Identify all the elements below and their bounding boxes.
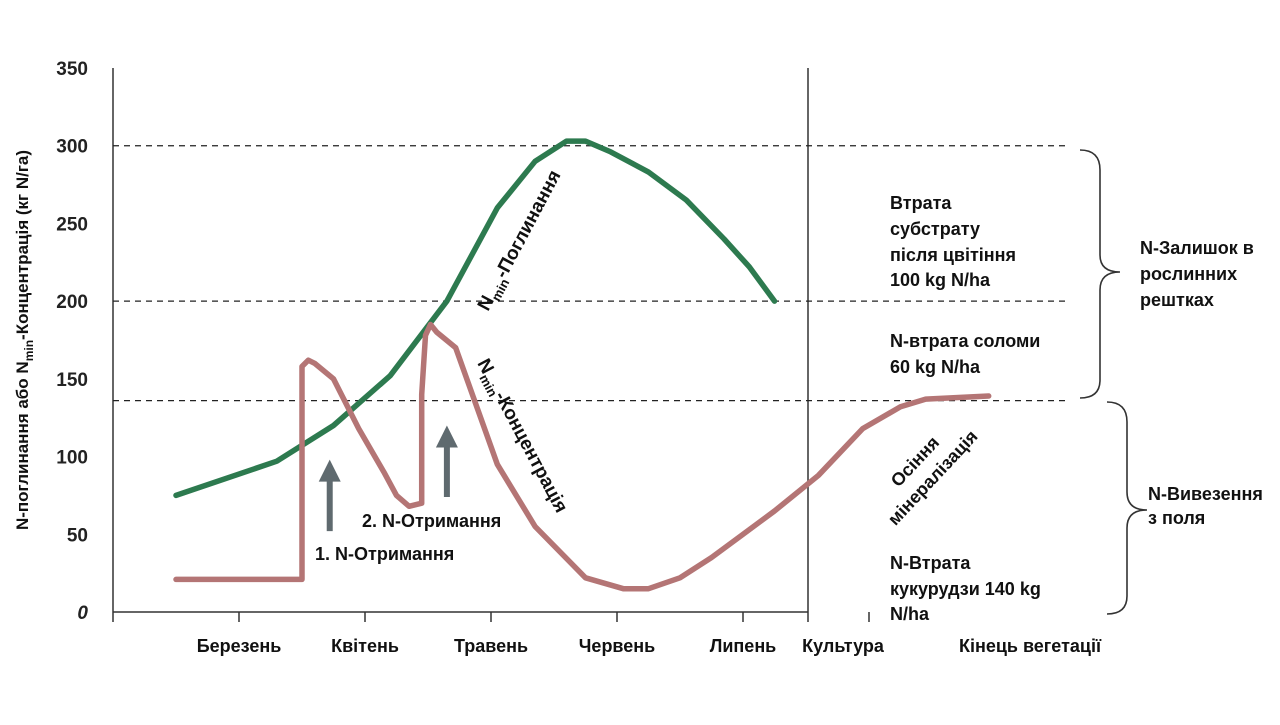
x-tick-label: Культура [802,636,885,656]
substrate-line-2: субстрату [890,219,980,239]
x-tick-label: Квітень [331,636,399,656]
residue-line-1: N-Залишок в [1140,238,1254,258]
straw-line-1: N-втрата соломи [890,331,1040,351]
straw-loss-text: N-втрата соломи 60 kg N/ha [890,331,1040,377]
arrow-2 [435,425,458,497]
arrow-1-head [318,459,341,482]
removal-brace-icon [1106,401,1148,615]
substrate-loss-text: Втрата субстрату після цвітіння 100 kg N… [890,193,1016,290]
straw-line-2: 60 kg N/ha [890,357,981,377]
y-tick-label: 350 [56,59,88,80]
arrow-1 [318,459,341,532]
y-tick-label: 0 [77,603,88,624]
y-tick-label: 200 [56,292,88,313]
autumn-mineralization-label: Осіння мінералізація [884,426,982,529]
residue-brace-icon [1079,149,1121,399]
substrate-line-1: Втрата [890,193,952,213]
corn-line-2: кукурудзи 140 kg [890,579,1041,599]
corn-line-1: N-Втрата [890,553,971,573]
substrate-line-3: після цвітіння [890,245,1016,265]
arrow-2-head [435,425,458,448]
x-tick-label: Липень [710,636,777,656]
y-tick-label: 50 [67,525,88,546]
removal-line-2: з поля [1148,508,1205,528]
y-tick-group: 0 50 100 150 200 250 300 350 [56,59,88,624]
y-tick-label: 250 [56,214,88,235]
y-tick-label: 100 [56,448,88,469]
residue-line-2: рослинних [1140,264,1237,284]
y-axis-label: N-поглинання або Nmin-Концентрація (кг N… [13,150,36,530]
x-tick-label: Травень [454,636,528,656]
concentration-series-line [173,321,992,592]
x-tick-label: Кінець вегетації [959,636,1102,656]
x-tick-group: Березень Квітень Травень Червень Липень Культ… [112,612,1102,656]
series-group [173,138,992,592]
residue-text: N-Залишок в рослинних рештках [1140,238,1254,310]
arrow-2-label: 2. N-Отримання [362,511,501,531]
x-tick-label: Червень [579,636,655,656]
corn-loss-text: N-Втрата кукурудзи 140 kg N/ha [890,553,1041,624]
uptake-curve-label: Nmin-Поглинання [474,167,568,316]
uptake-series-line [173,138,778,499]
residue-line-3: рештках [1140,290,1214,310]
y-tick-label: 150 [56,370,88,391]
substrate-line-4: 100 kg N/ha [890,270,991,290]
removal-text: N-Вивезення з поля [1148,484,1263,528]
x-tick-label: Березень [197,636,282,656]
removal-line-1: N-Вивезення [1148,484,1263,504]
arrow-1-label: 1. N-Отримання [315,544,454,564]
corn-line-3: N/ha [890,604,930,624]
y-tick-label: 300 [56,137,88,158]
